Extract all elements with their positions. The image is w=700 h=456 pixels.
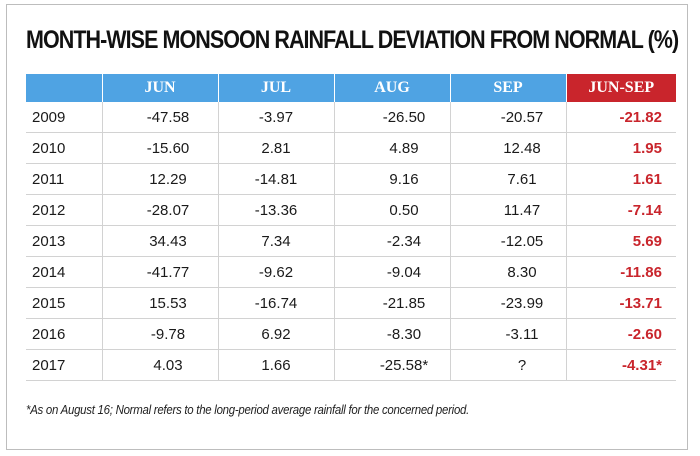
table-row: 2014 -41.77 -9.62 -9.04 8.30 -11.86 xyxy=(26,256,676,288)
jun-value-cell: -47.58 xyxy=(102,102,219,133)
header-jul: JUL xyxy=(218,74,335,102)
table-row: 2017 4.03 1.66 -25.58*? -4.31* xyxy=(26,349,676,381)
table-row: 2011 12.29 -14.81 9.16 7.61 1.61 xyxy=(26,163,676,195)
jun-sep-total-cell: 1.95 xyxy=(566,132,676,164)
sep-value-cell: 12.48 xyxy=(450,132,567,164)
jun-sep-total-cell: -13.71 xyxy=(566,287,676,319)
year-cell: 2013 xyxy=(26,225,103,257)
aug-value-cell: 0.50 xyxy=(334,194,451,226)
jul-value-cell: -9.62 xyxy=(218,256,335,288)
aug-value-cell: 9.16 xyxy=(334,163,451,195)
jul-value-cell: -16.74 xyxy=(218,287,335,319)
table-row: 2010 -15.60 2.81 4.89 12.48 1.95 xyxy=(26,132,676,164)
header-row: JUN JUL AUG SEP JUN-SEP xyxy=(26,74,676,102)
table-row: 2015 15.53 -16.74 -21.85 -23.99 -13.71 xyxy=(26,287,676,319)
year-cell: 2016 xyxy=(26,318,103,350)
table-row: 2013 34.43 7.34 -2.34 -12.05 5.69 xyxy=(26,225,676,257)
year-cell: 2015 xyxy=(26,287,103,319)
jun-sep-total-cell: -2.60 xyxy=(566,318,676,350)
header-year xyxy=(26,74,103,102)
aug-value-cell: -9.04 xyxy=(334,256,451,288)
year-cell: 2017 xyxy=(26,349,103,381)
jul-value-cell: -13.36 xyxy=(218,194,335,226)
sep-value-cell: -20.57 xyxy=(450,102,567,133)
year-cell: 2009 xyxy=(26,102,103,133)
jun-value-cell: -15.60 xyxy=(102,132,219,164)
sep-value-cell: 8.30 xyxy=(450,256,567,288)
jun-value-cell: 15.53 xyxy=(102,287,219,319)
jul-value-cell: 7.34 xyxy=(218,225,335,257)
jun-sep-total-cell: -21.82 xyxy=(566,102,676,133)
aug-value-cell: -25.58* xyxy=(334,349,451,381)
year-cell: 2012 xyxy=(26,194,103,226)
table-row: 2009 -47.58 -3.97 -26.50 -20.57 -21.82 xyxy=(26,102,676,133)
jun-value-cell: 4.03 xyxy=(102,349,219,381)
jun-sep-total-cell: 1.61 xyxy=(566,163,676,195)
sep-value-cell: -3.11 xyxy=(450,318,567,350)
jun-sep-total-cell: 5.69 xyxy=(566,225,676,257)
jun-value-cell: -28.07 xyxy=(102,194,219,226)
aug-value-cell: -8.30 xyxy=(334,318,451,350)
aug-value-cell: -2.34 xyxy=(334,225,451,257)
jun-sep-total-cell: -11.86 xyxy=(566,256,676,288)
sep-value-cell: -23.99 xyxy=(450,287,567,319)
jul-value-cell: 2.81 xyxy=(218,132,335,164)
year-cell: 2010 xyxy=(26,132,103,164)
jun-value-cell: -41.77 xyxy=(102,256,219,288)
jul-value-cell: -3.97 xyxy=(218,102,335,133)
sep-value-cell: 7.61 xyxy=(450,163,567,195)
aug-value-cell: 4.89 xyxy=(334,132,451,164)
header-jun-sep: JUN-SEP xyxy=(566,74,676,102)
sep-value-cell: -12.05 xyxy=(450,225,567,257)
jun-value-cell: 34.43 xyxy=(102,225,219,257)
header-sep: SEP xyxy=(450,74,567,102)
jul-value-cell: 1.66 xyxy=(218,349,335,381)
year-cell: 2011 xyxy=(26,163,103,195)
aug-value-cell: -26.50 xyxy=(334,102,451,133)
jul-value-cell: -14.81 xyxy=(218,163,335,195)
sep-value-cell: ? xyxy=(450,349,567,381)
jun-sep-total-cell: -4.31* xyxy=(566,349,676,381)
rainfall-table: JUN JUL AUG SEP JUN-SEP 2009 -47.58 -3.97 -26.5… xyxy=(26,74,676,381)
sep-value-cell: 11.47 xyxy=(450,194,567,226)
chart-title: MONTH-WISE MONSOON RAINFALL DEVIATION FR… xyxy=(26,26,679,54)
table-row: 2012 -28.07 -13.36 0.50 11.47 -7.14 xyxy=(26,194,676,226)
table-body: 2009 -47.58 -3.97 -26.50 -20.57 -21.82 2010 -15… xyxy=(26,102,676,381)
year-cell: 2014 xyxy=(26,256,103,288)
jun-value-cell: 12.29 xyxy=(102,163,219,195)
header-aug: AUG xyxy=(334,74,451,102)
jun-value-cell: -9.78 xyxy=(102,318,219,350)
jun-sep-total-cell: -7.14 xyxy=(566,194,676,226)
jul-value-cell: 6.92 xyxy=(218,318,335,350)
aug-value-cell: -21.85 xyxy=(334,287,451,319)
footnote: *As on August 16; Normal refers to the l… xyxy=(26,402,470,417)
table-row: 2016 -9.78 6.92 -8.30 -3.11 -2.60 xyxy=(26,318,676,350)
header-jun: JUN xyxy=(102,74,219,102)
